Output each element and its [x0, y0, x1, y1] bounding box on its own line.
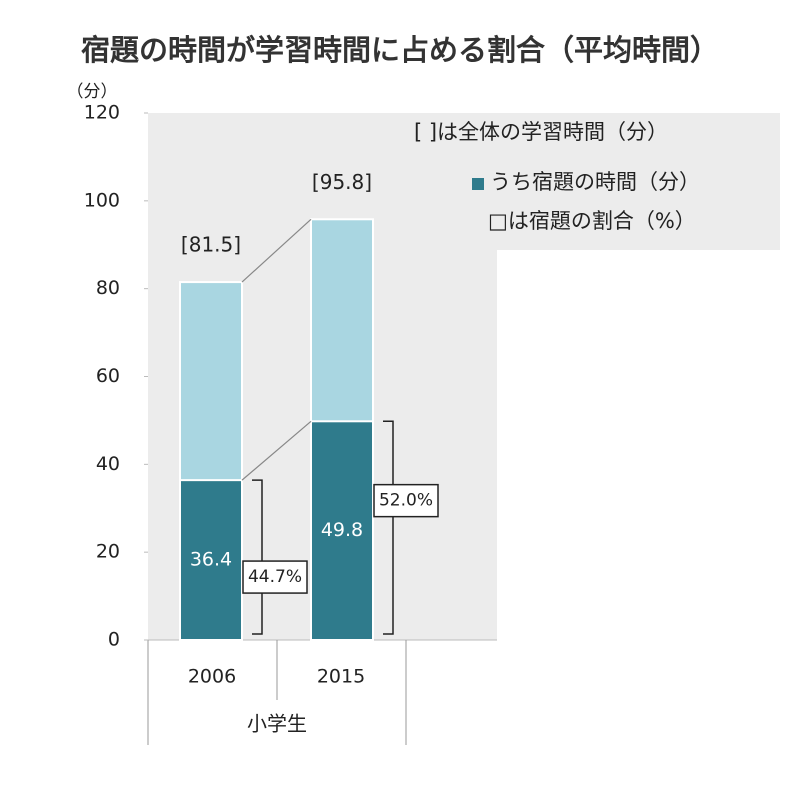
legend-label: うち宿題の時間（分） — [490, 170, 700, 194]
share-box — [242, 560, 308, 594]
legend-swatch — [472, 178, 484, 190]
y-tick-label: 40 — [96, 453, 120, 475]
connector — [241, 420, 312, 481]
y-unit: （分） — [67, 82, 118, 102]
group-label: 小学生 — [247, 712, 307, 736]
share-label: 52.0% — [379, 491, 433, 511]
share-bracket — [383, 420, 394, 635]
y-tick-label: 100 — [84, 189, 120, 211]
connector — [241, 218, 312, 283]
total-label: [95.8] — [312, 170, 372, 194]
y-tick-label: 20 — [96, 541, 120, 563]
data-label: 49.8 — [321, 519, 363, 541]
share-bracket — [252, 479, 263, 635]
legend-label: □は宿題の割合（%） — [488, 209, 696, 233]
bar — [310, 420, 374, 642]
y-tick-label: 80 — [96, 277, 120, 299]
bar — [179, 479, 243, 642]
y-tick-label: 0 — [108, 629, 120, 651]
x-tick-label: 2015 — [317, 666, 365, 688]
share-box — [373, 483, 439, 518]
legend-label: [ ]は全体の学習時間（分） — [414, 120, 668, 144]
data-label: 36.4 — [190, 549, 232, 571]
chart-title: 宿題の時間が学習時間に占める割合（平均時間） — [81, 33, 719, 67]
y-tick-label: 120 — [84, 102, 120, 124]
x-tick-label: 2006 — [188, 666, 236, 688]
y-tick-label: 60 — [96, 365, 120, 387]
share-label: 44.7% — [248, 567, 302, 587]
total-label: [81.5] — [181, 233, 241, 257]
